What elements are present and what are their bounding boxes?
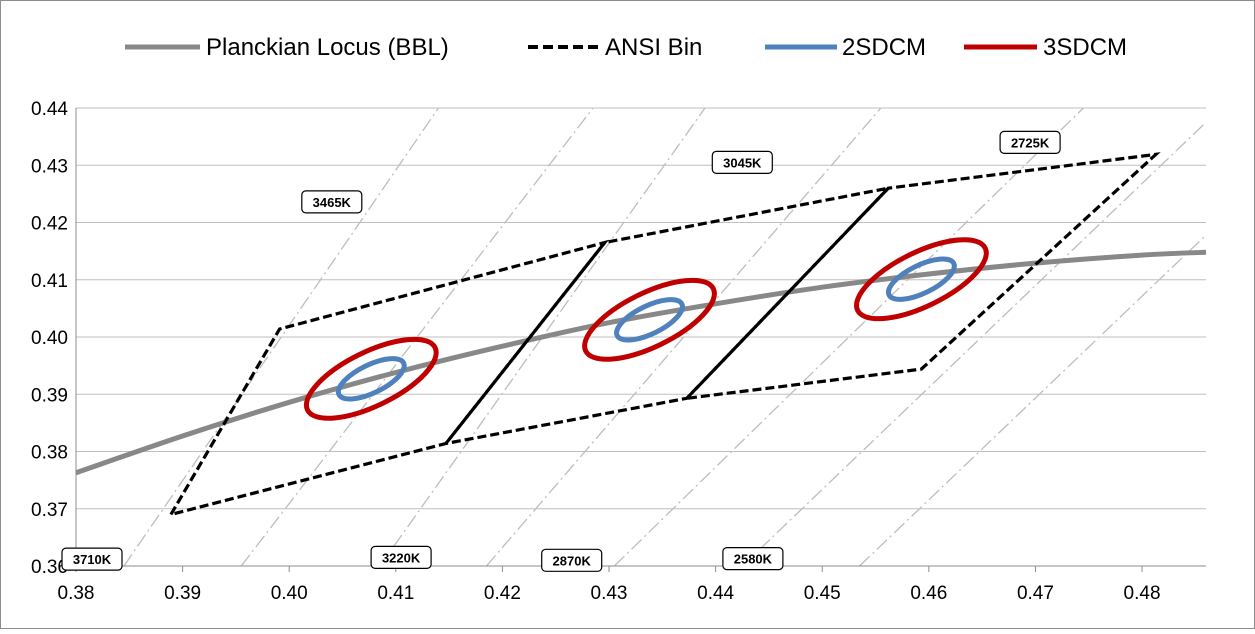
cct-label-box xyxy=(61,547,123,571)
cct-label-box xyxy=(541,548,603,572)
x-tick-label: 0.47 xyxy=(1017,583,1054,604)
sdcm-ellipses xyxy=(303,237,989,421)
x-tick-label: 0.41 xyxy=(377,583,414,604)
ellipse-3sdcm xyxy=(303,336,439,421)
ansi-bins xyxy=(169,152,1161,517)
y-tick-label: 0.43 xyxy=(31,156,68,177)
legend: Planckian Locus (BBL) ANSI Bin 2SDCM 3SD… xyxy=(125,34,1127,61)
cct-label: 3465K xyxy=(313,195,352,210)
cct-line xyxy=(379,107,706,567)
y-tick-label: 0.40 xyxy=(31,328,68,349)
ellipse-2sdcm xyxy=(885,256,957,302)
ellipse-3sdcm xyxy=(582,277,717,362)
x-tick-label: 0.45 xyxy=(804,583,841,604)
cct-line xyxy=(485,107,882,567)
x-tick-label: 0.38 xyxy=(58,583,95,604)
y-tick-label: 0.39 xyxy=(31,385,68,406)
y-tick-label: 0.37 xyxy=(31,500,68,521)
cct-label: 3045K xyxy=(723,155,762,170)
cct-line xyxy=(741,121,1207,567)
x-tick-label: 0.42 xyxy=(484,583,521,604)
x-tick-label: 0.40 xyxy=(271,583,308,604)
ellipse-2sdcm xyxy=(335,356,407,402)
y-tick-label: 0.42 xyxy=(31,214,68,235)
ansi-bin xyxy=(685,152,1161,400)
cct-line xyxy=(123,107,439,567)
legend-label-2sdcm: 2SDCM xyxy=(842,34,926,61)
ansi-bin xyxy=(444,185,893,446)
cct-label: 2870K xyxy=(553,553,592,568)
cct-label: 3220K xyxy=(382,550,421,565)
cct-labels: 3710K 3465K 3220K 3045K 2870K 2725K 2580K xyxy=(61,130,1061,572)
y-tick-label: 0.38 xyxy=(31,443,68,464)
cct-label-box xyxy=(370,545,432,570)
axes: 0.36 0.37 0.38 0.39 0.40 0.41 0.42 0.43 0.44 0.38… xyxy=(31,99,1206,604)
cct-label: 2725K xyxy=(1011,135,1050,150)
legend-label-ansi: ANSI Bin xyxy=(605,34,702,61)
y-tick-label: 0.41 xyxy=(31,271,68,292)
cct-label-box xyxy=(722,546,784,571)
cct-line xyxy=(859,234,1207,567)
legend-label-locus: Planckian Locus (BBL) xyxy=(206,34,449,61)
cct-label-box xyxy=(301,190,363,214)
legend-label-3sdcm: 3SDCM xyxy=(1043,34,1127,61)
ellipse-2sdcm xyxy=(614,297,685,343)
cct-label-box xyxy=(999,130,1061,154)
x-tick-label: 0.46 xyxy=(910,583,947,604)
x-tick-label: 0.48 xyxy=(1124,583,1161,604)
x-tick-label: 0.39 xyxy=(164,583,201,604)
y-tick-label: 0.36 xyxy=(31,557,68,578)
ellipse-3sdcm xyxy=(853,237,989,322)
y-tick-label: 0.44 xyxy=(31,99,68,120)
cct-label: 2580K xyxy=(734,552,773,567)
ansi-bin xyxy=(169,239,610,517)
cct-label: 3710K xyxy=(73,552,112,567)
x-tick-label: 0.43 xyxy=(591,583,628,604)
cct-line xyxy=(613,107,1084,567)
x-tick-label: 0.44 xyxy=(697,583,734,604)
cct-label-box xyxy=(711,150,773,174)
